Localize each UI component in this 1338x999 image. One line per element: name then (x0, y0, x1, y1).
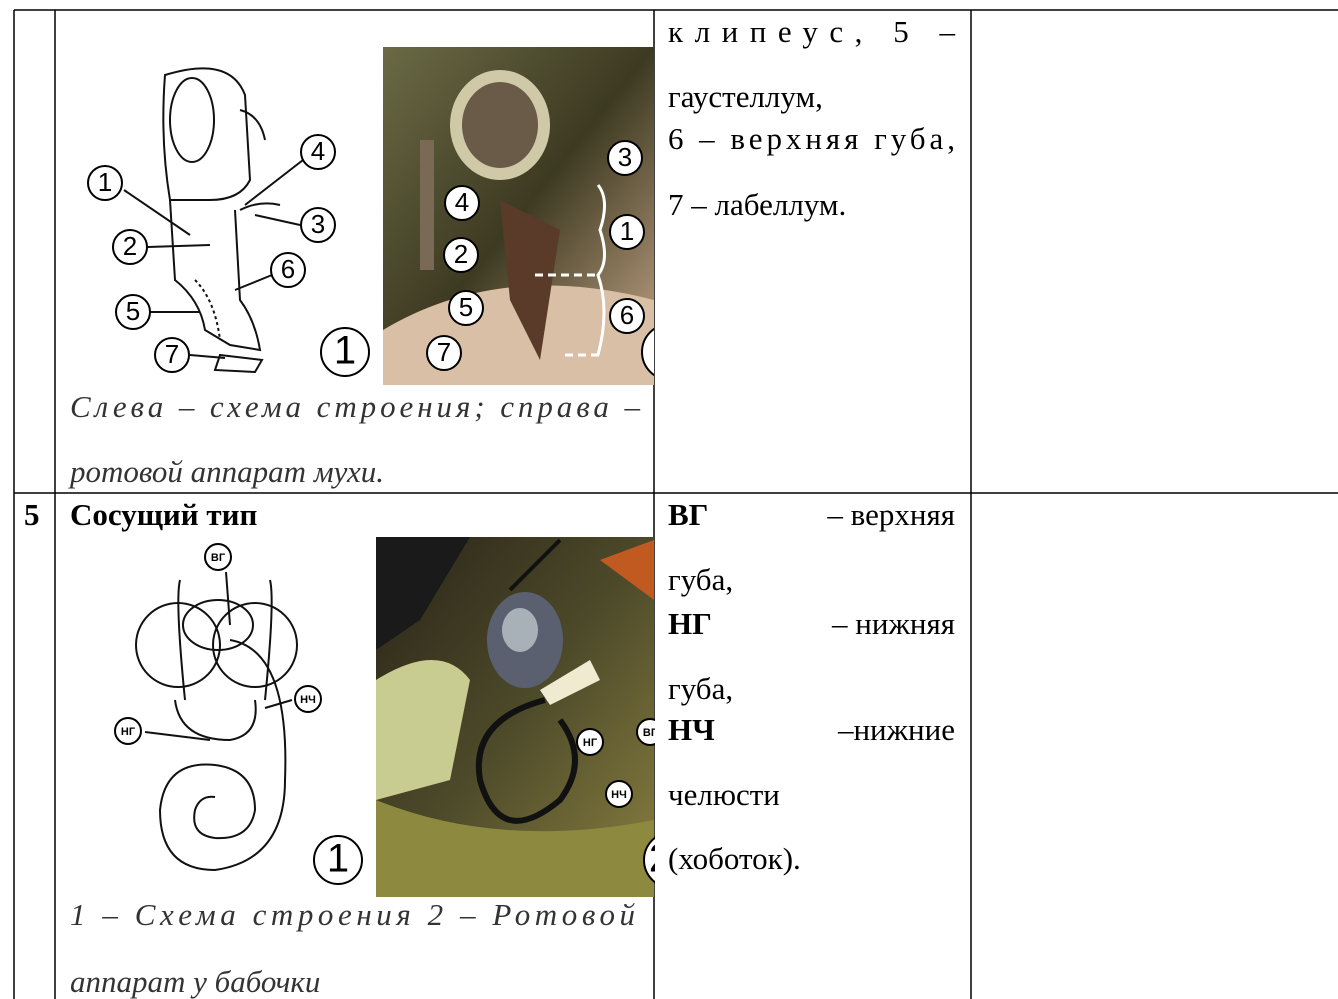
description-term: НГ (668, 606, 712, 641)
description-line: челюсти (668, 777, 780, 812)
figure-label: 7 (165, 339, 179, 369)
figure-label: 5 (459, 292, 473, 322)
description-line: – верхняя (826, 497, 955, 532)
label-circle (426, 335, 462, 371)
figure-label: НГ (121, 726, 136, 738)
butterfly-scheme (135, 571, 298, 872)
caption-line: ротовой аппарат мухи. (68, 454, 384, 489)
caption-line: аппарат у бабочки (70, 964, 320, 999)
figure-label: 2 (454, 239, 468, 269)
figure-label: 4 (311, 136, 325, 166)
row-number: 5 (24, 497, 40, 532)
description-line: (хоботок). (668, 841, 801, 876)
label-circle (320, 327, 370, 377)
figure-label: 1 (334, 329, 356, 373)
label-circle (313, 835, 363, 885)
cell-background (655, 494, 970, 999)
figure-label: 4 (455, 187, 469, 217)
butterfly-photo (376, 537, 654, 897)
fly-photo (383, 47, 654, 385)
label-circle (444, 185, 480, 221)
row-title: Сосущий тип (70, 497, 257, 532)
description-line: губа, (668, 671, 733, 706)
description-line: губа, (668, 562, 733, 597)
caption-line: Слева – схема строения; справа – (70, 389, 641, 424)
label-circle (115, 294, 151, 330)
label-circle (270, 252, 306, 288)
figure-label: ВГ (643, 727, 658, 739)
label-circle (294, 685, 322, 713)
description-line: клипеус, 5 – (668, 14, 956, 49)
description-line: 7 – лабеллум. (668, 187, 846, 222)
figure-label: 2 (123, 231, 137, 261)
figure-label: 7 (437, 337, 451, 367)
description-line: – нижняя (831, 606, 955, 641)
label-circle (448, 290, 484, 326)
label-circle (204, 543, 232, 571)
description-term: ВГ (668, 497, 708, 532)
label-circle (300, 134, 336, 170)
figure-label: 1 (620, 216, 634, 246)
description-term: НЧ (668, 712, 715, 747)
figure-label: НГ (583, 737, 598, 749)
figure-label: 5 (126, 296, 140, 326)
figure-label: ВГ (211, 552, 226, 564)
description-line: гаустеллум, (668, 79, 823, 114)
label-circle (87, 165, 123, 201)
figure-label: 1 (327, 837, 349, 881)
fly-scheme (123, 67, 304, 374)
label-circle (609, 214, 645, 250)
label-circle (609, 298, 645, 334)
figure-label: 6 (281, 254, 295, 284)
figure-label: 3 (618, 142, 632, 172)
figure-label: 3 (311, 209, 325, 239)
label-circle (443, 237, 479, 273)
description-line: 6 – верхняя губа, (668, 121, 955, 156)
label-circle (114, 717, 142, 745)
figure-label: НЧ (611, 789, 627, 801)
label-circle (112, 229, 148, 265)
figure-label: 6 (620, 300, 634, 330)
label-circle (607, 140, 643, 176)
caption-line: 1 – Схема строения 2 – Ротовой (70, 897, 636, 932)
figure-label: НЧ (300, 694, 316, 706)
description-line: –нижние (837, 712, 955, 747)
label-circle (576, 728, 604, 756)
label-circle (605, 780, 633, 808)
figure-label: 1 (98, 167, 112, 197)
label-circle (300, 207, 336, 243)
label-circle (154, 337, 190, 373)
